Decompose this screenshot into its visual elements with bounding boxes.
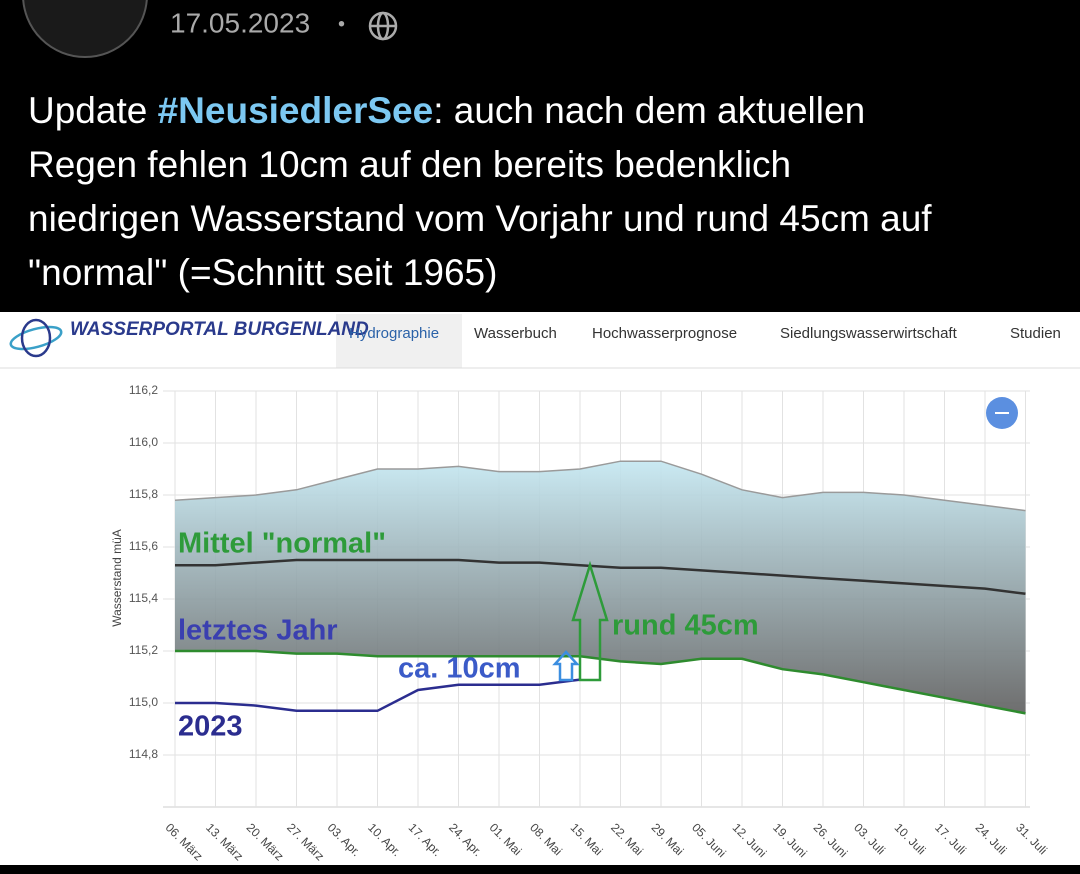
post-line: Regen fehlen 10cm auf den bereits bedenk… (28, 144, 792, 185)
series-label: Mittel "normal" (178, 528, 386, 560)
y-tick-label: 115,6 (129, 539, 158, 553)
logo-text[interactable]: WASSERPORTAL BURGENLAND (70, 319, 369, 340)
avatar[interactable] (22, 0, 148, 58)
series-line (175, 558, 1026, 596)
arrow-45cm (571, 560, 609, 682)
bottom-strip (0, 865, 1080, 874)
post-text-start: Update (28, 90, 158, 131)
annotation: rund 45cm (612, 610, 759, 642)
series-label: letztes Jahr (178, 615, 338, 647)
annotation: ca. 10cm (398, 653, 521, 685)
post-line: "normal" (=Schnitt seit 1965) (28, 252, 498, 293)
post-line: niedrigen Wasserstand vom Vorjahr und ru… (28, 198, 932, 239)
nav-item[interactable]: Hydrographie (349, 325, 439, 342)
y-tick-label: 115,0 (129, 695, 158, 709)
series-line (175, 678, 581, 713)
globe-icon (368, 11, 398, 41)
y-tick-label: 115,8 (129, 487, 158, 501)
nav-item[interactable]: Studien (1010, 325, 1061, 342)
y-tick-label: 114,8 (129, 747, 158, 761)
y-tick-label: 116,2 (129, 383, 158, 397)
y-tick-label: 116,0 (129, 435, 158, 449)
nav-active-bg (336, 314, 462, 368)
post-line: : auch nach dem aktuellen (433, 90, 866, 131)
post-date: 17.05.2023 (170, 7, 310, 38)
hashtag[interactable]: #NeusiedlerSee (157, 90, 434, 131)
post-text: Update #NeusiedlerSee: auch nach dem akt… (28, 84, 932, 300)
series-line (174, 460, 1026, 512)
series-label: 2023 (178, 711, 243, 743)
nav-item[interactable]: Hochwasserprognose (592, 325, 737, 342)
logo-icon (9, 318, 63, 358)
y-tick-label: 115,4 (129, 591, 158, 605)
nav-item[interactable]: Siedlungswasserwirtschaft (780, 325, 958, 342)
nav-item[interactable]: Wasserbuch (474, 325, 557, 342)
range-area (175, 461, 1026, 714)
separator: • (338, 13, 345, 35)
arrow-10cm (552, 650, 580, 682)
y-axis-label: Wasserstand müA (110, 529, 124, 627)
y-tick-label: 115,2 (129, 643, 158, 657)
